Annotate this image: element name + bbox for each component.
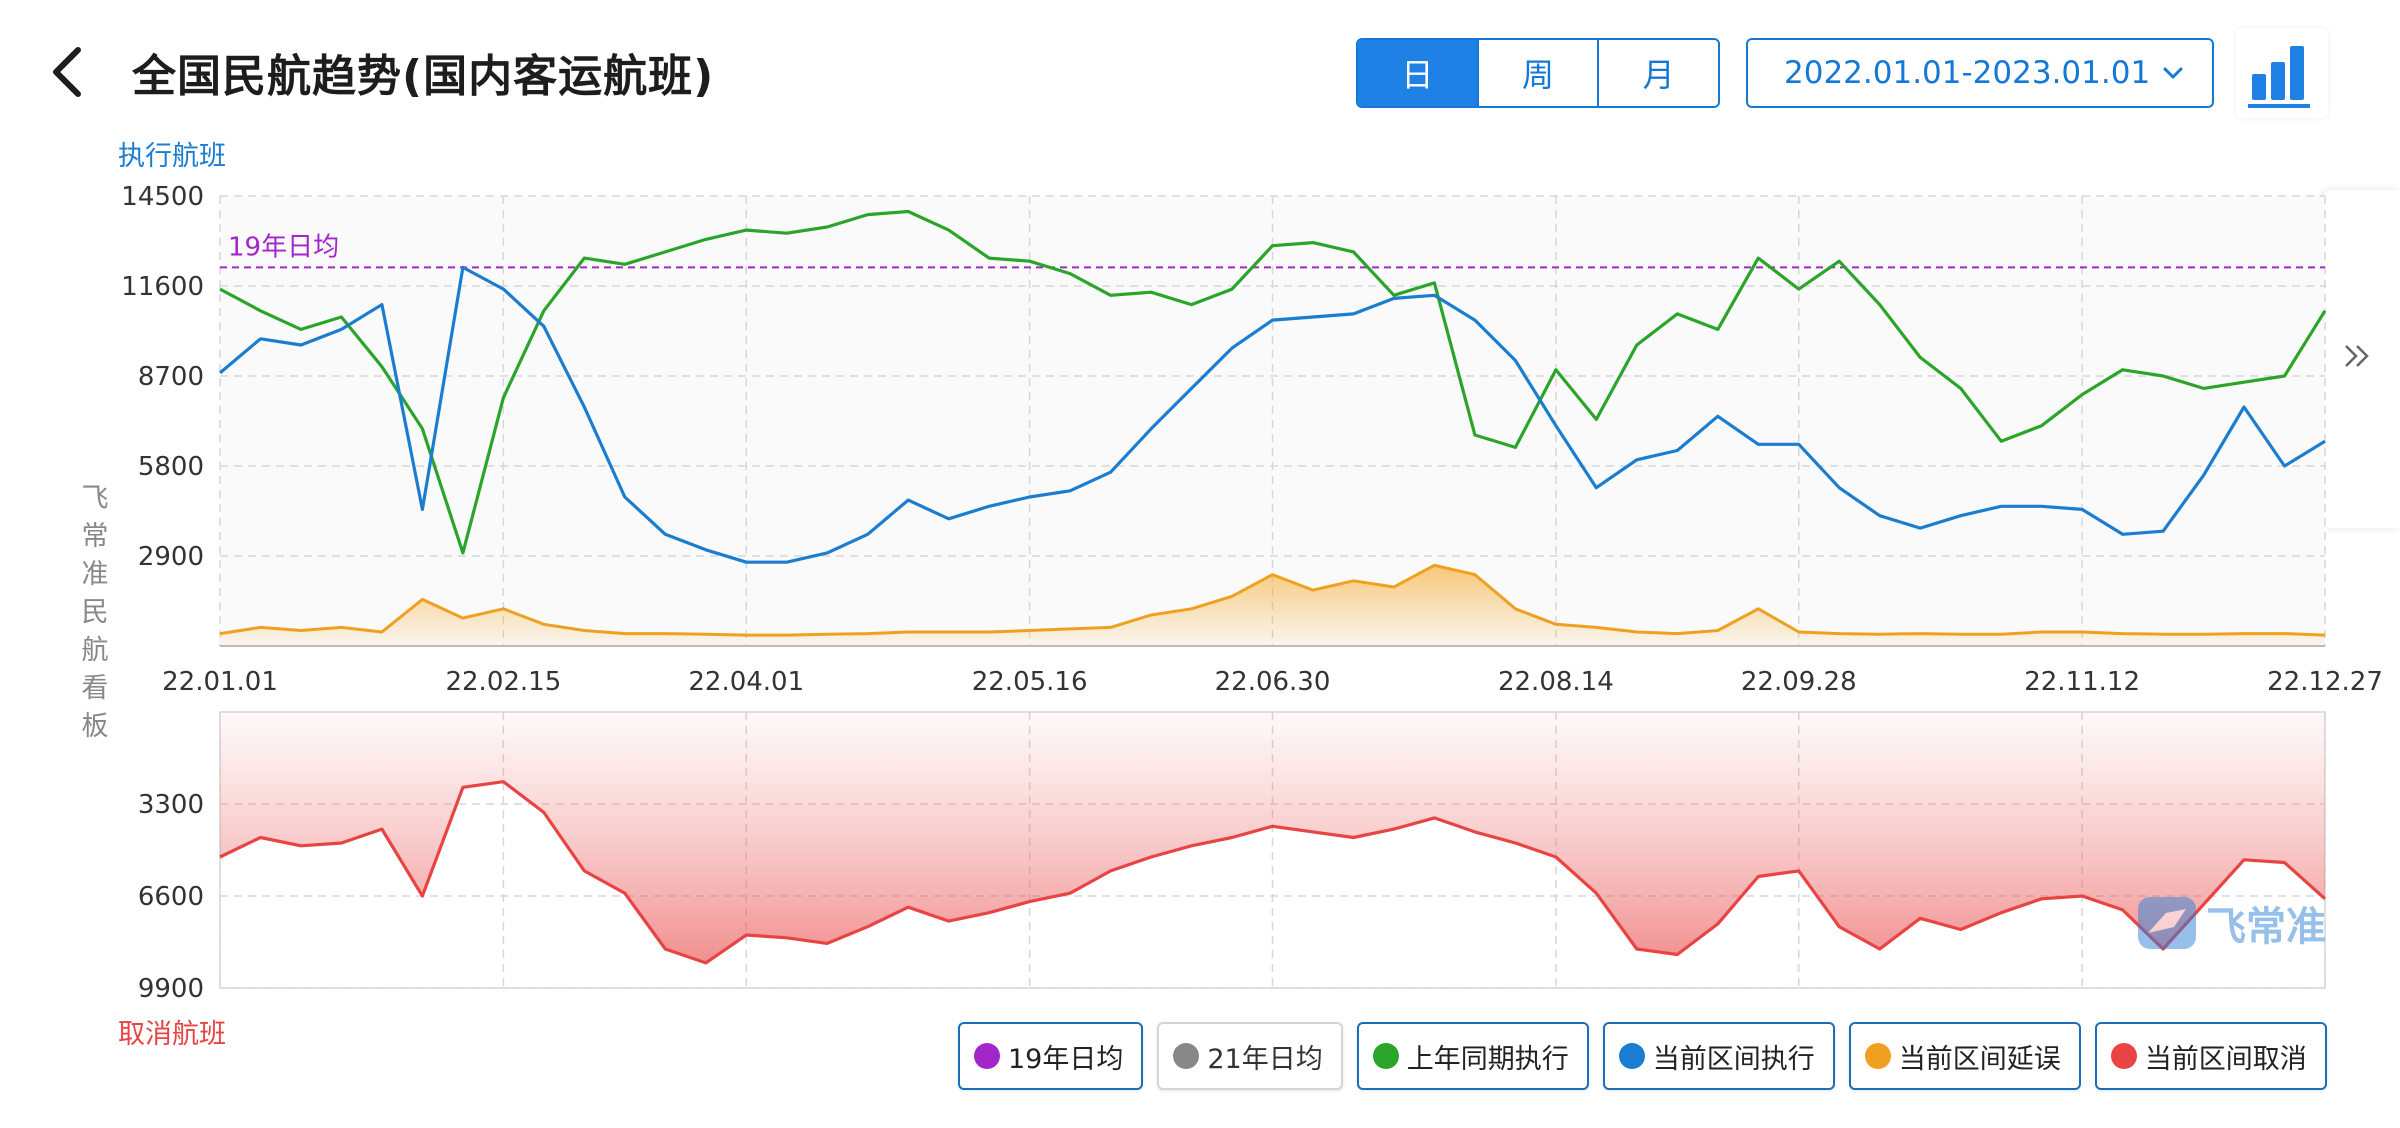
lower-y-axis-title: 取消航班 [118,1019,226,1050]
legend-label: 上年同期执行 [1406,1043,1569,1075]
date-range-select[interactable]: 2022.01.01-2023.01.01 [1746,38,2214,108]
feichangzhun-logo-icon [2138,897,2196,949]
period-tabs: 日 周 月 [1356,38,1720,108]
legend-item-avg21[interactable]: 21年日均 [1157,1022,1343,1090]
x-tick-label: 22.02.15 [445,667,561,697]
legend-dot [1173,1043,1200,1069]
tab-month[interactable]: 月 [1599,40,1718,106]
legend-label: 21年日均 [1207,1043,1323,1075]
tab-day[interactable]: 日 [1358,40,1479,106]
legend: 19年日均 21年日均 上年同期执行 当前区间执行 当前区间延误 当前区间取消 [958,1022,2327,1090]
back-button[interactable] [44,42,100,102]
watermark-text: 飞常准 [2206,904,2326,950]
reference-line-label: 19年日均 [228,232,339,262]
legend-dot [1372,1043,1399,1069]
legend-label: 当前区间延误 [1898,1043,2061,1075]
watermark: 飞常准 [2136,894,2326,952]
header: 全国民航趋势(国内客运航班) 日 周 月 2022.01.01-2023.01.… [0,0,2400,150]
x-tick-label: 22.08.14 [1498,667,1614,697]
upper-y-axis-title: 执行航班 [118,141,226,172]
upper-y-tick-label: 5800 [138,452,204,482]
lower-y-tick-label: 3300 [138,790,204,820]
cancel-series-area [220,712,2325,963]
legend-dot [2110,1043,2137,1069]
x-tick-label: 22.05.16 [972,667,1088,697]
legend-label: 当前区间取消 [2144,1043,2307,1075]
upper-y-tick-label: 14500 [121,182,204,212]
lower-y-tick-label: 6600 [138,882,204,912]
legend-item-delay[interactable]: 当前区间延误 [1848,1022,2081,1090]
legend-item-avg19[interactable]: 19年日均 [958,1022,1144,1090]
double-chevron-right-icon [2345,345,2369,367]
chevron-down-icon [2163,67,2183,79]
bar-chart-icon [2248,46,2310,108]
page-title: 全国民航趋势(国内客运航班) [132,51,715,102]
upper-y-tick-label: 11600 [121,272,204,302]
x-tick-label: 22.11.12 [2024,667,2140,697]
date-range-value: 2022.01.01-2023.01.01 [1784,55,2151,91]
last-year-series-line [219,209,2327,555]
lower-y-tick-label: 9900 [138,974,204,1004]
x-tick-label: 22.01.01 [162,667,278,697]
x-tick-label: 22.09.28 [1741,667,1857,697]
legend-item-cancel[interactable]: 当前区间取消 [2094,1022,2327,1090]
upper-y-tick-label: 8700 [138,362,204,392]
x-tick-label: 22.12.27 [2267,667,2383,697]
side-panel-toggle[interactable] [2322,190,2400,528]
legend-label: 当前区间执行 [1652,1043,1815,1075]
x-tick-label: 22.06.30 [1215,667,1331,697]
delay-series-area [220,565,2325,646]
vertical-brand-label: 飞常准民航看板 [81,483,109,742]
legend-item-last-year[interactable]: 上年同期执行 [1356,1022,1589,1090]
upper-y-tick-label: 2900 [138,542,204,572]
legend-dot [974,1043,1000,1069]
legend-dot [1864,1043,1891,1069]
tab-week[interactable]: 周 [1478,40,1600,106]
x-tick-label: 22.04.01 [688,667,804,697]
delay-series-line [219,563,2326,637]
current-series-line [218,265,2326,564]
legend-dot [1618,1043,1645,1069]
chevron-left-icon [53,47,81,97]
chart-type-button[interactable] [2236,28,2328,118]
legend-item-current[interactable]: 当前区间执行 [1602,1022,1835,1090]
legend-label: 19年日均 [1008,1043,1124,1075]
cancel-series-line [219,780,2327,965]
